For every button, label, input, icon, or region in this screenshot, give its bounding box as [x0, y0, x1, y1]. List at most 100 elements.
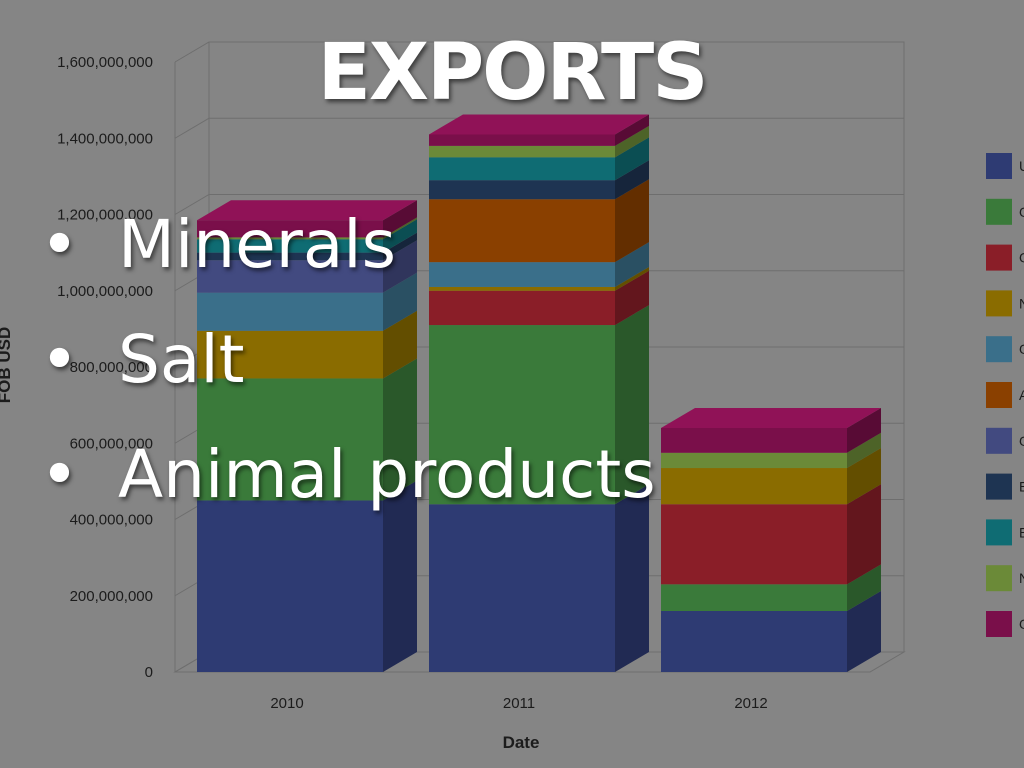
bar-top [429, 114, 649, 135]
bar-segment-side [615, 160, 649, 200]
legend-swatch [986, 153, 1012, 179]
bar-segment-side [615, 114, 649, 146]
legend-item: O [986, 244, 1024, 271]
bar-segment-front [197, 252, 383, 261]
bar-segment [661, 484, 881, 585]
legend-label: E [1019, 479, 1024, 495]
y-tick-label: 0 [145, 664, 153, 681]
bar-segment-front [197, 239, 383, 253]
legend-swatch [986, 244, 1012, 271]
y-tick-label: 1,600,000,000 [57, 54, 153, 71]
bar-segment-side [615, 242, 649, 287]
bar-segment [661, 591, 881, 672]
bar-segment-side [615, 270, 649, 326]
bar-segment-side [383, 200, 417, 238]
bar-segment-front [429, 504, 615, 672]
bar-segment [429, 179, 649, 263]
bar-segment-front [197, 330, 383, 379]
legend-swatch [986, 473, 1012, 500]
bar-segment-side [383, 480, 417, 672]
bar-segment [197, 200, 417, 238]
bar-segment-front [661, 452, 847, 469]
bar-segment [429, 266, 649, 291]
bar-segment [429, 125, 649, 158]
legend-label: O [1019, 250, 1024, 266]
bar-segment-front [429, 262, 615, 287]
bar-segment [429, 242, 649, 287]
bar-segment-front [197, 500, 383, 672]
x-axis-ticks: 2010 2011 2012 [270, 695, 767, 712]
x-tick-label: 2012 [734, 695, 767, 712]
slide-title: EXPORTS [317, 28, 709, 118]
bar-top [661, 408, 881, 428]
bar-segment-side [847, 448, 881, 505]
bar-segment-side [615, 266, 649, 291]
y-tick-label: 400,000,000 [70, 512, 153, 529]
bar-segment-side [383, 219, 417, 253]
bullet-dot-icon: • [40, 206, 79, 283]
bar-segment-front [197, 260, 383, 293]
bar-segment-side [383, 272, 417, 331]
bullet-text: Minerals [118, 206, 397, 283]
y-axis-ticks: 0 200,000,000 400,000,000 600,000,000 800,00… [57, 54, 153, 681]
bullet-item: • Minerals [40, 195, 656, 310]
bar-segment-side [383, 240, 417, 293]
bar-segment-front [197, 220, 383, 238]
legend-swatch [986, 427, 1012, 454]
legend-item: U [986, 153, 1024, 179]
legend-item: O [986, 611, 1024, 637]
legend-item: O [986, 198, 1024, 225]
bar-segment-side [383, 310, 417, 379]
bar-segment-front [429, 157, 615, 181]
bar-top [197, 200, 417, 221]
grid-line [174, 194, 904, 215]
bar-segment [429, 305, 649, 505]
bar-segment-side [847, 432, 881, 469]
grid-line [174, 117, 904, 139]
legend-item: O [986, 336, 1024, 363]
bar-segment-side [847, 591, 881, 672]
legend-item: N [986, 565, 1024, 592]
bar-segment-front [429, 180, 615, 200]
y-tick-label: 1,000,000,000 [57, 283, 153, 300]
bar-segment [197, 310, 417, 379]
y-tick-label: 600,000,000 [70, 435, 153, 452]
bar-segment-side [615, 484, 649, 672]
bar-segment-side [615, 125, 649, 158]
bar-segment [661, 432, 881, 469]
bar-segment-front [429, 325, 615, 505]
bar-segment [429, 137, 649, 181]
bar-segment-side [383, 217, 417, 240]
legend-item: O [986, 427, 1024, 454]
legend-label: N [1019, 295, 1024, 311]
legend-swatch [986, 290, 1012, 317]
bar-segment [429, 114, 649, 146]
bar-segment-side [847, 484, 881, 585]
y-tick-label: 800,000,000 [70, 359, 153, 376]
legend-swatch [986, 382, 1012, 408]
bar-segment-side [615, 179, 649, 263]
bar-segment [197, 358, 417, 501]
bullet-list: • Minerals • Salt • Animal products [40, 195, 656, 540]
chart-legend: U O O N O A O E E N O [986, 153, 1024, 637]
bar-segment-front [661, 611, 847, 672]
legend-swatch [986, 336, 1012, 363]
bar-segment-front [197, 237, 383, 240]
bar-segment-front [661, 428, 847, 453]
bar-segment [661, 564, 881, 611]
bar-segment [429, 160, 649, 200]
legend-swatch [986, 519, 1012, 546]
x-axis-title: Date [503, 733, 540, 752]
bullet-dot-icon: • [40, 436, 79, 513]
x-tick-label: 2011 [503, 695, 535, 712]
bar-segment [197, 240, 417, 293]
legend-item: E [986, 473, 1024, 500]
legend-swatch [986, 611, 1012, 637]
legend-label: U [1019, 158, 1024, 174]
bar-segment-side [615, 305, 649, 505]
bar-segment [661, 448, 881, 505]
y-tick-label: 1,400,000,000 [57, 130, 153, 147]
bar-segment [429, 484, 649, 672]
legend-item: A [986, 382, 1024, 408]
